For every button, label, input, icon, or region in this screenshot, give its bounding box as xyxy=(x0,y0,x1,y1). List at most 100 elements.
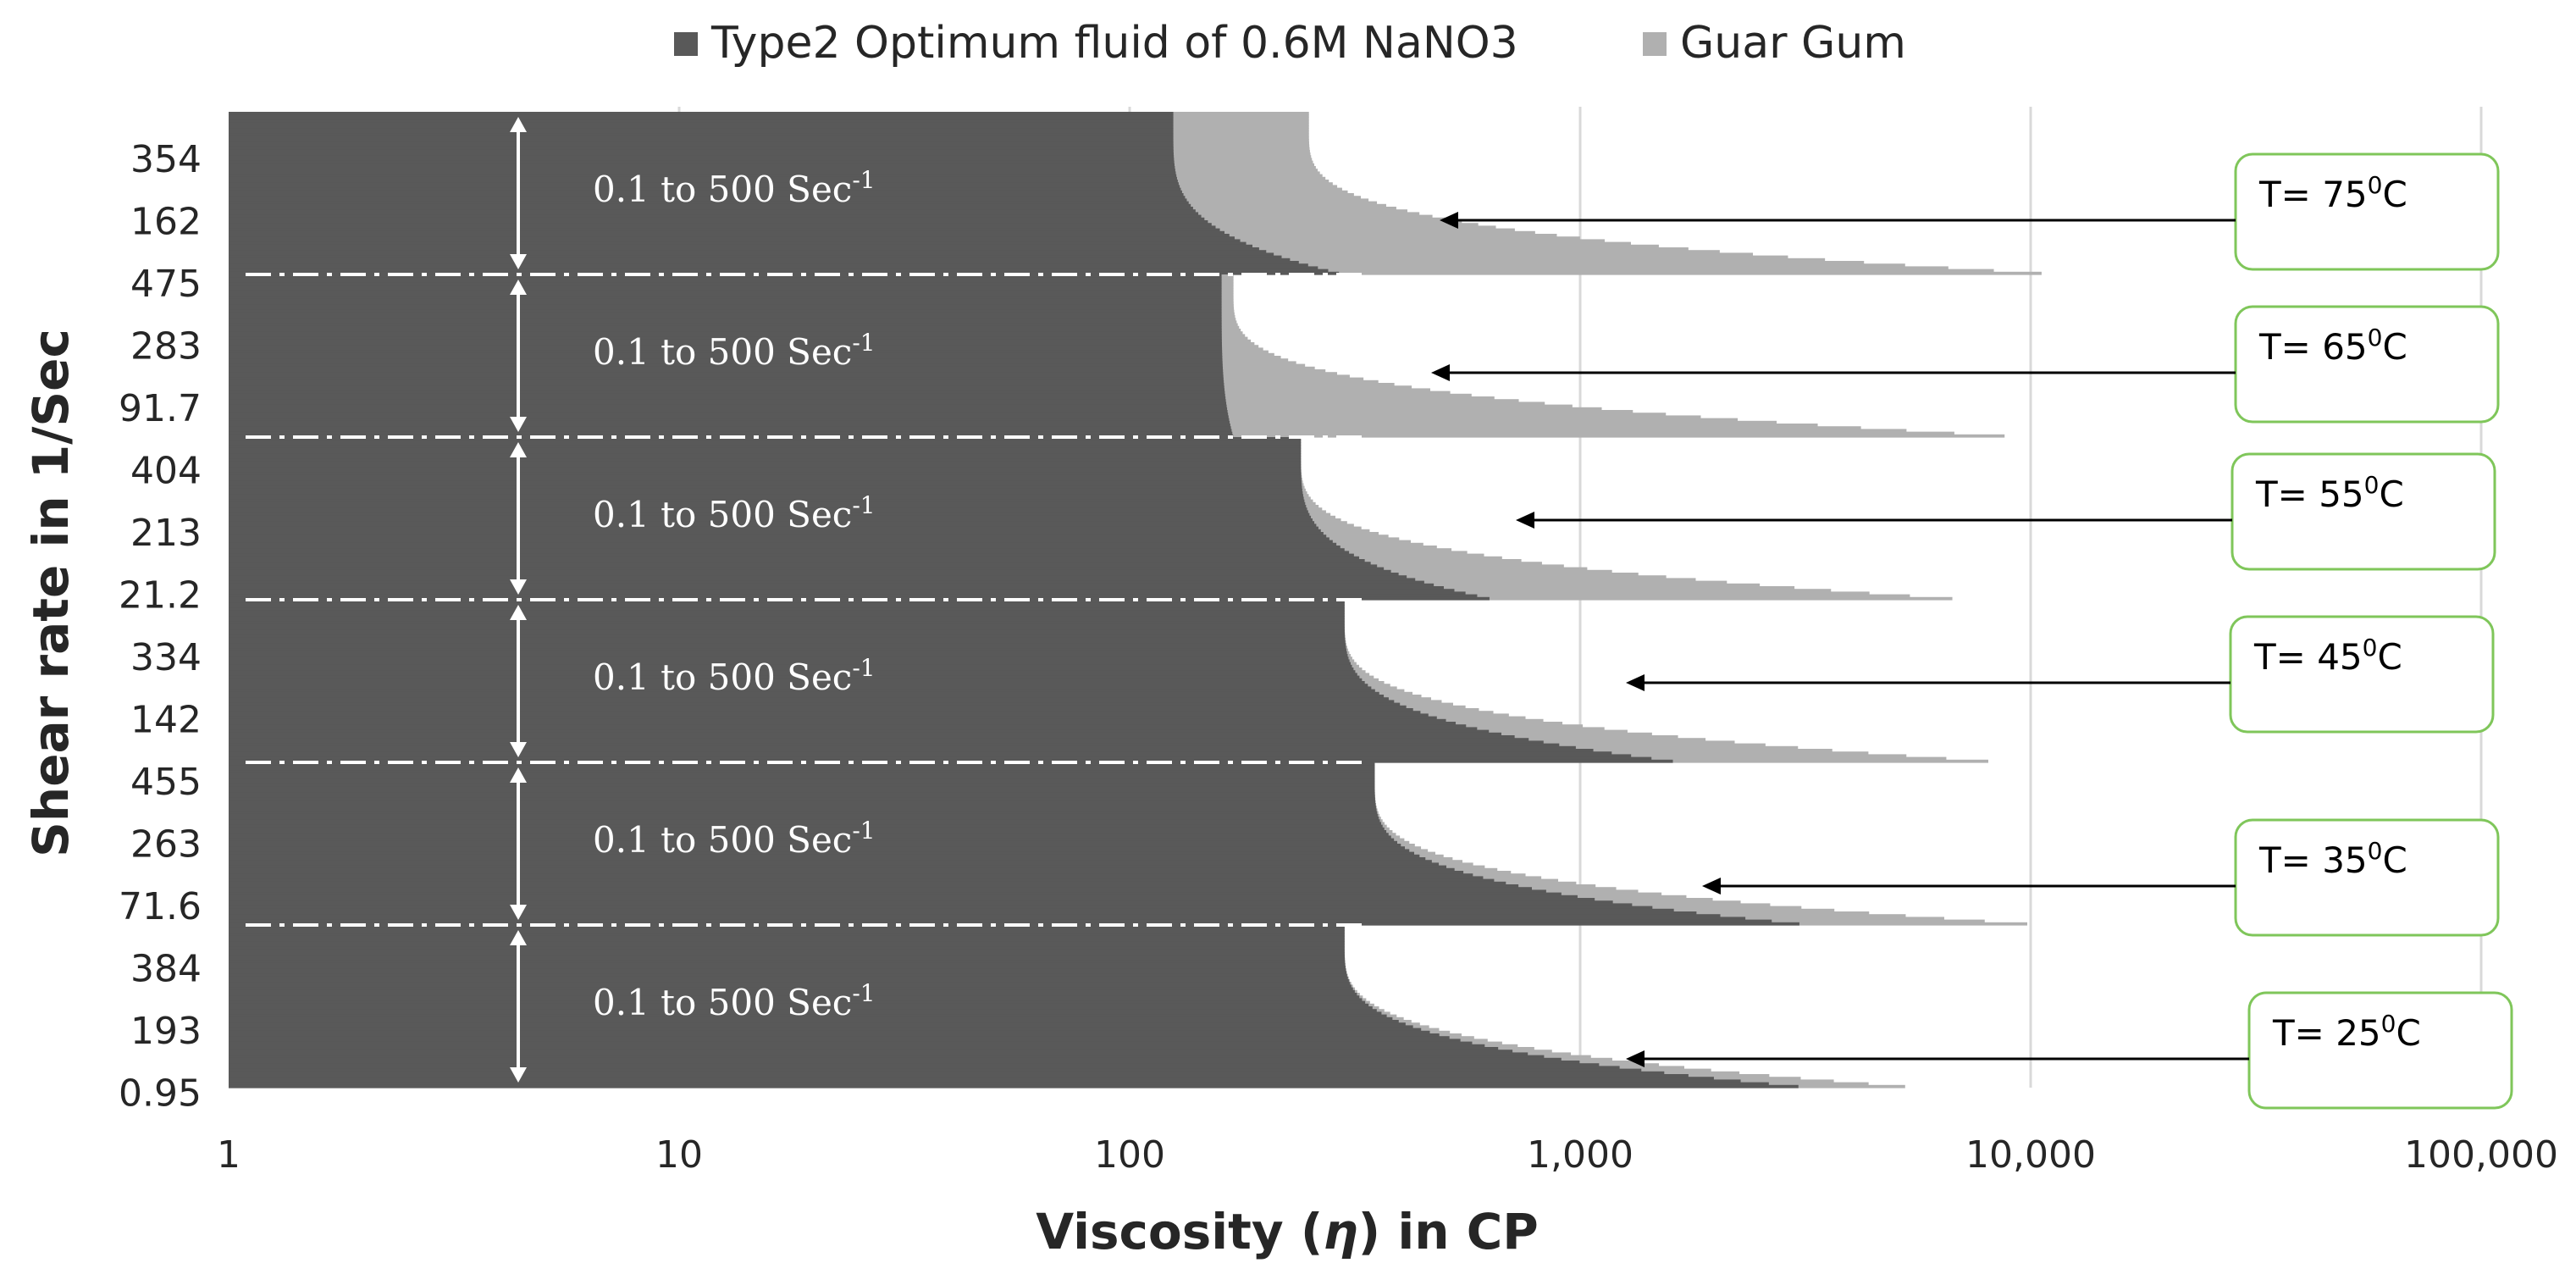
type2-series-35-bar xyxy=(229,914,1721,917)
type2-series-55-bar xyxy=(229,496,1304,501)
type2-series-65-bar xyxy=(229,404,1227,408)
temperature-unit: C xyxy=(2382,326,2407,368)
type2-series-35-bar xyxy=(229,884,1519,888)
type2-series-65-bar xyxy=(229,431,1233,435)
y-tick-label: 455 xyxy=(130,761,202,804)
type2-series-25-bar xyxy=(229,1055,1545,1059)
type2-series-55-bar xyxy=(229,569,1391,573)
type2-series-65-bar xyxy=(229,350,1223,354)
type2-series-75-bar xyxy=(229,180,1178,183)
type2-series-55-bar xyxy=(229,445,1302,449)
type2-series-25-bar xyxy=(229,1079,1741,1083)
type2-series-55-bar xyxy=(229,589,1455,592)
type2-series-25-bar xyxy=(229,1036,1450,1039)
type2-series-45-bar xyxy=(229,616,1345,619)
type2-series-35-bar xyxy=(229,860,1432,863)
type2-series-65-bar xyxy=(229,418,1230,422)
type2-series-75-bar xyxy=(229,220,1208,224)
temperature-degree: 0 xyxy=(2368,837,2383,865)
type2-series-55-bar xyxy=(229,507,1307,511)
x-axis-title-suffix: ) in CP xyxy=(1358,1203,1539,1260)
temperature-unit: C xyxy=(2396,1012,2420,1054)
type2-series-35-bar xyxy=(229,792,1375,795)
type2-series-35-bar xyxy=(229,846,1405,850)
type2-series-25-bar xyxy=(229,1022,1406,1026)
type2-series-25-bar xyxy=(229,952,1345,956)
type2-series-45-bar xyxy=(229,689,1375,693)
type2-series-65-bar xyxy=(229,334,1222,338)
type2-series-55-bar xyxy=(229,458,1302,463)
type2-series-65-bar xyxy=(229,318,1222,321)
type2-series-65-bar xyxy=(229,372,1224,375)
type2-series-75-bar xyxy=(229,139,1174,142)
type2-series-35-bar xyxy=(229,867,1455,872)
type2-series-75-bar xyxy=(229,158,1175,162)
type2-series-45-bar xyxy=(229,697,1389,701)
type2-series-45-bar xyxy=(229,618,1345,623)
type2-series-75-bar xyxy=(229,269,1329,273)
type2-series-45-bar xyxy=(229,621,1345,625)
type2-series-35-bar xyxy=(229,840,1398,845)
temperature-unit: C xyxy=(2377,636,2402,678)
type2-series-25-bar xyxy=(229,1020,1399,1023)
type2-series-55-bar xyxy=(229,596,1490,601)
type2-series-55-bar xyxy=(229,453,1302,457)
range-label-text: 0.1 to 500 Sec xyxy=(593,656,852,698)
type2-series-25-bar xyxy=(229,982,1351,985)
type2-series-25 xyxy=(229,925,1799,1088)
type2-series-65-bar xyxy=(229,339,1222,343)
type2-series-45-bar xyxy=(229,705,1407,709)
type2-series-65-bar xyxy=(229,323,1222,327)
type2-series-75-bar xyxy=(229,176,1177,180)
type2-series-65-bar xyxy=(229,429,1232,433)
range-label-sup: -1 xyxy=(852,491,875,519)
temperature-prefix: T= 35 xyxy=(2258,839,2368,881)
type2-series-25-bar xyxy=(229,979,1349,983)
type2-series-35-bar xyxy=(229,854,1420,858)
temperature-prefix: T= 45 xyxy=(2253,636,2363,678)
type2-series-35-bar xyxy=(229,919,1772,923)
y-tick-label: 71.6 xyxy=(119,885,202,928)
type2-series-75-bar xyxy=(229,133,1174,137)
temperature-box xyxy=(2234,152,2500,271)
temperature-unit: C xyxy=(2379,474,2403,515)
y-tick-label: 162 xyxy=(130,201,202,244)
type2-series-75-bar xyxy=(229,230,1224,235)
type2-series-75-bar xyxy=(229,258,1291,262)
type2-series-45-bar xyxy=(229,629,1345,633)
type2-series-55-bar xyxy=(229,494,1303,497)
temperature-label: T= 750C xyxy=(2258,171,2407,215)
type2-series-35-bar xyxy=(229,778,1375,782)
type2-series-55-bar xyxy=(229,491,1303,495)
type2-series-65-bar xyxy=(229,285,1222,289)
type2-series-75-bar xyxy=(229,236,1235,240)
type2-series-65-bar xyxy=(229,331,1222,335)
temperature-label: T= 650C xyxy=(2258,324,2407,368)
range-arrow-head xyxy=(510,117,527,132)
type2-series-55-bar xyxy=(229,586,1444,590)
type2-series-25-bar xyxy=(229,1025,1413,1029)
type2-series-25-bar xyxy=(229,1063,1600,1066)
type2-series-45-bar xyxy=(229,673,1357,677)
type2-series-25-bar xyxy=(229,1033,1440,1037)
type2-series-25-bar xyxy=(229,949,1345,953)
type2-series-45-bar xyxy=(229,667,1354,671)
range-arrow-head xyxy=(510,280,527,295)
type2-series-45-bar xyxy=(229,645,1346,650)
type2-series-25-bar xyxy=(229,1077,1714,1080)
type2-series-35-bar xyxy=(229,822,1381,826)
type2-series-25-bar xyxy=(229,1041,1473,1045)
type2-series-25-bar xyxy=(229,1044,1485,1048)
temperature-box xyxy=(2234,305,2500,424)
type2-series-45-bar xyxy=(229,627,1345,630)
y-axis-title: Shear rate in 1/Sec xyxy=(22,329,80,857)
type2-series-55-bar xyxy=(229,591,1466,595)
type2-series-45-bar xyxy=(229,713,1429,717)
temperature-prefix: T= 65 xyxy=(2258,326,2368,368)
type2-series-55-bar xyxy=(229,505,1307,508)
type2-series-65-bar xyxy=(229,296,1222,300)
type2-series-35-bar xyxy=(229,892,1562,896)
range-label: 0.1 to 500 Sec-1 xyxy=(593,166,876,210)
range-label: 0.1 to 500 Sec-1 xyxy=(593,329,876,373)
type2-series-55-bar xyxy=(229,564,1378,568)
